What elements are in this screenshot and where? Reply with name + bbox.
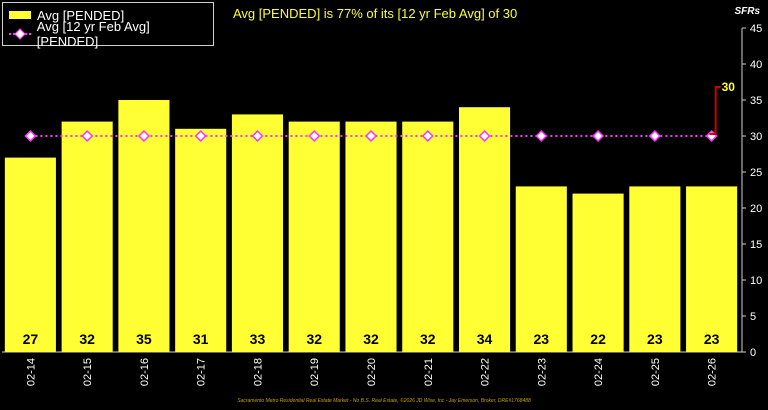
bar <box>402 121 454 352</box>
bar-value-label: 34 <box>477 331 493 347</box>
bar <box>4 157 56 352</box>
legend-bar-label: Avg [PENDED] <box>37 7 125 23</box>
avg-point-marker <box>535 129 548 143</box>
avg-point-marker <box>137 129 150 143</box>
bar <box>231 114 284 353</box>
y-tick-label: 45 <box>750 23 762 35</box>
bar <box>458 107 511 352</box>
y-tick-label: 5 <box>750 311 756 323</box>
avg-point-marker <box>421 129 434 143</box>
legend-item-line: Avg [12 yr Feb Avg] [PENDED] <box>9 19 213 49</box>
y-tick-label: 15 <box>750 239 762 251</box>
x-tick-label: 02-18 <box>252 358 264 386</box>
bar-value-label: 35 <box>136 331 152 347</box>
bar <box>515 186 567 352</box>
x-tick-label: 02-15 <box>82 358 94 386</box>
legend-bar-swatch <box>9 11 31 19</box>
avg-point-marker <box>478 129 491 143</box>
annotation-label: 30 <box>722 80 736 94</box>
x-tick-label: 02-25 <box>650 358 662 386</box>
avg-point-marker <box>81 129 94 143</box>
legend-line-swatch <box>9 28 31 40</box>
bar <box>572 193 624 352</box>
bar-value-label: 23 <box>647 331 663 347</box>
bar-value-label: 32 <box>79 331 95 347</box>
x-tick-label: 02-17 <box>196 358 208 386</box>
bar-value-label: 32 <box>363 331 379 347</box>
legend-item-bars: Avg [PENDED] <box>9 6 124 24</box>
avg-point-marker <box>194 129 207 143</box>
x-tick-label: 02-19 <box>309 358 321 386</box>
bar <box>629 186 681 352</box>
x-tick-label: 02-21 <box>423 358 435 386</box>
bar <box>288 121 340 352</box>
x-tick-label: 02-16 <box>139 358 151 386</box>
avg-point-marker <box>308 129 321 143</box>
bar-value-label: 31 <box>193 331 209 347</box>
x-tick-label: 02-23 <box>536 358 548 386</box>
annotation-connector <box>709 86 721 135</box>
avg-point-marker <box>648 129 661 143</box>
avg-point-marker <box>364 129 378 143</box>
bar-value-label: 32 <box>306 331 322 347</box>
x-tick-label: 02-26 <box>707 358 719 386</box>
y-tick-label: 10 <box>750 275 762 287</box>
bar-value-label: 22 <box>590 331 606 347</box>
bar <box>175 128 227 352</box>
x-tick-label: 02-24 <box>593 358 605 386</box>
bar-value-label: 32 <box>420 331 436 347</box>
x-tick-label: 02-14 <box>25 358 37 386</box>
chart-title: Avg [PENDED] is 77% of its [12 yr Feb Av… <box>233 6 518 21</box>
chart-footer: Sacramento Metro Residential Real Estate… <box>237 398 531 404</box>
y-axis-unit-label: SFRs <box>734 6 760 17</box>
chart-legend: Avg [PENDED] Avg [12 yr Feb Avg] [PENDED… <box>2 2 214 49</box>
y-tick-label: 40 <box>750 59 762 71</box>
bar <box>345 121 397 352</box>
bar-value-label: 27 <box>23 331 39 347</box>
bar <box>686 186 738 352</box>
bar-value-label: 23 <box>534 331 550 347</box>
avg-point-marker <box>592 129 605 143</box>
y-tick-label: 25 <box>750 167 762 179</box>
x-tick-label: 02-20 <box>366 358 378 386</box>
y-tick-label: 35 <box>750 95 762 107</box>
avg-point-marker <box>24 129 37 143</box>
legend-line-label: Avg [12 yr Feb Avg] [PENDED] <box>36 19 150 49</box>
y-tick-label: 0 <box>750 347 756 359</box>
bar-value-label: 33 <box>250 331 266 347</box>
y-tick-label: 20 <box>750 203 762 215</box>
bar-value-label: 23 <box>704 331 720 347</box>
x-tick-label: 02-22 <box>480 358 492 386</box>
bar <box>61 121 113 352</box>
avg-point-marker <box>251 129 264 143</box>
y-tick-label: 30 <box>750 131 762 143</box>
